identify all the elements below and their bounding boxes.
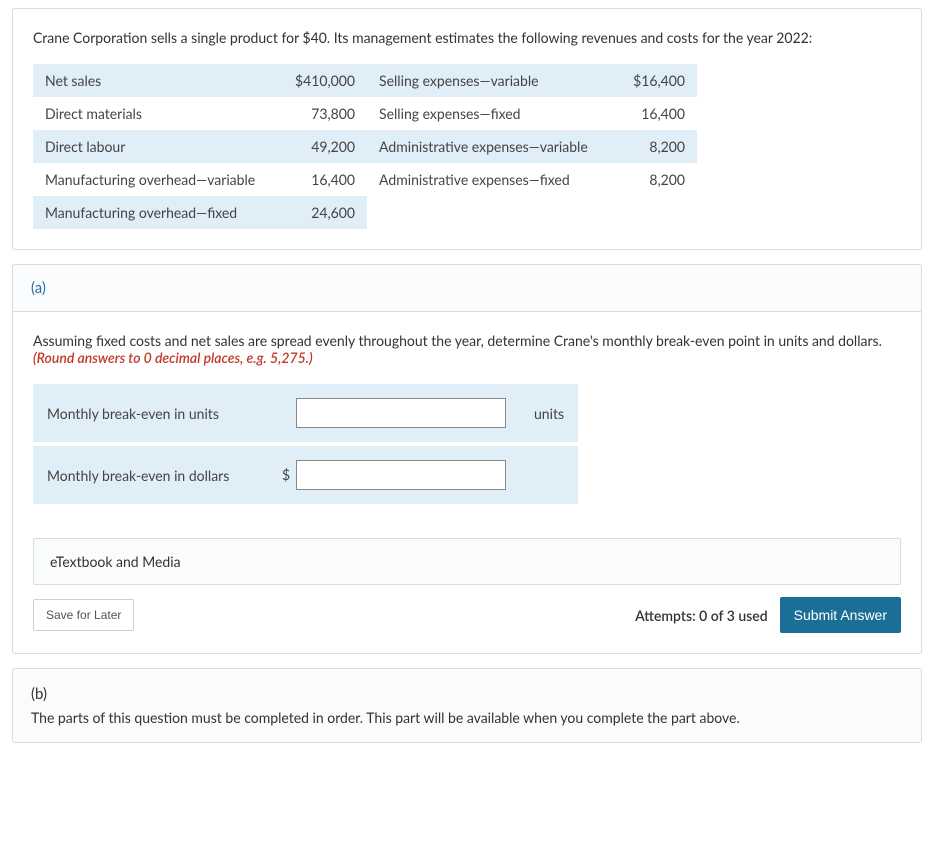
answer-row: Monthly break-even in units units: [33, 384, 578, 444]
table-cell: 8,200: [617, 163, 697, 196]
table-cell: 73,800: [283, 97, 367, 130]
answer-label: Monthly break-even in units: [33, 384, 268, 444]
attempts-text: Attempts: 0 of 3 used: [635, 607, 768, 624]
answer-input-cell: [268, 384, 520, 444]
table-row: Direct labour49,200Administrative expens…: [33, 130, 697, 163]
part-b: (b) The parts of this question must be c…: [12, 668, 922, 743]
table-cell: Administrative expenses—variable: [367, 130, 617, 163]
table-cell: Administrative expenses—fixed: [367, 163, 617, 196]
table-cell: 16,400: [617, 97, 697, 130]
table-cell: [367, 196, 617, 229]
answer-table: Monthly break-even in unitsunitsMonthly …: [33, 384, 578, 504]
table-cell: Net sales: [33, 64, 283, 97]
table-cell: Selling expenses—fixed: [367, 97, 617, 130]
answer-suffix: [520, 444, 578, 504]
table-cell: 16,400: [283, 163, 367, 196]
table-cell: Selling expenses—variable: [367, 64, 617, 97]
table-cell: Direct labour: [33, 130, 283, 163]
break-even-units-input[interactable]: [296, 398, 506, 428]
table-row: Manufacturing overhead—variable16,400Adm…: [33, 163, 697, 196]
table-cell: Manufacturing overhead—fixed: [33, 196, 283, 229]
answer-label: Monthly break-even in dollars: [33, 444, 268, 504]
answer-suffix: units: [520, 384, 578, 444]
break-even-dollars-input[interactable]: [296, 460, 506, 490]
part-b-header: (b): [31, 685, 903, 703]
table-cell: 49,200: [283, 130, 367, 163]
part-a-body: Assuming fixed costs and net sales are s…: [12, 311, 922, 654]
attempts-wrap: Attempts: 0 of 3 used Submit Answer: [635, 597, 901, 633]
intro-text: Crane Corporation sells a single product…: [33, 29, 901, 46]
table-cell: $410,000: [283, 64, 367, 97]
answer-input-cell: $: [268, 444, 520, 504]
table-cell: 24,600: [283, 196, 367, 229]
estimates-table: Net sales$410,000Selling expenses—variab…: [33, 64, 697, 229]
table-row: Direct materials73,800Selling expenses—f…: [33, 97, 697, 130]
table-cell: Manufacturing overhead—variable: [33, 163, 283, 196]
table-cell: Direct materials: [33, 97, 283, 130]
question-prompt-panel: Crane Corporation sells a single product…: [12, 8, 922, 250]
table-cell: [617, 196, 697, 229]
table-cell: 8,200: [617, 130, 697, 163]
save-for-later-button[interactable]: Save for Later: [33, 599, 134, 631]
answer-row: Monthly break-even in dollars $: [33, 444, 578, 504]
part-b-message: The parts of this question must be compl…: [31, 709, 903, 726]
part-a: (a) Assuming fixed costs and net sales a…: [12, 264, 922, 654]
part-a-instruction: Assuming fixed costs and net sales are s…: [33, 332, 901, 366]
answer-prefix: $: [282, 466, 296, 483]
etextbook-link[interactable]: eTextbook and Media: [33, 538, 901, 585]
instruction-emph: (Round answers to 0 decimal places, e.g.…: [33, 349, 313, 366]
table-cell: $16,400: [617, 64, 697, 97]
table-row: Net sales$410,000Selling expenses—variab…: [33, 64, 697, 97]
instruction-plain: Assuming fixed costs and net sales are s…: [33, 332, 882, 349]
part-a-header: (a): [12, 264, 922, 311]
part-a-footer: Save for Later Attempts: 0 of 3 used Sub…: [33, 597, 901, 633]
table-row: Manufacturing overhead—fixed24,600: [33, 196, 697, 229]
submit-answer-button[interactable]: Submit Answer: [780, 597, 901, 633]
